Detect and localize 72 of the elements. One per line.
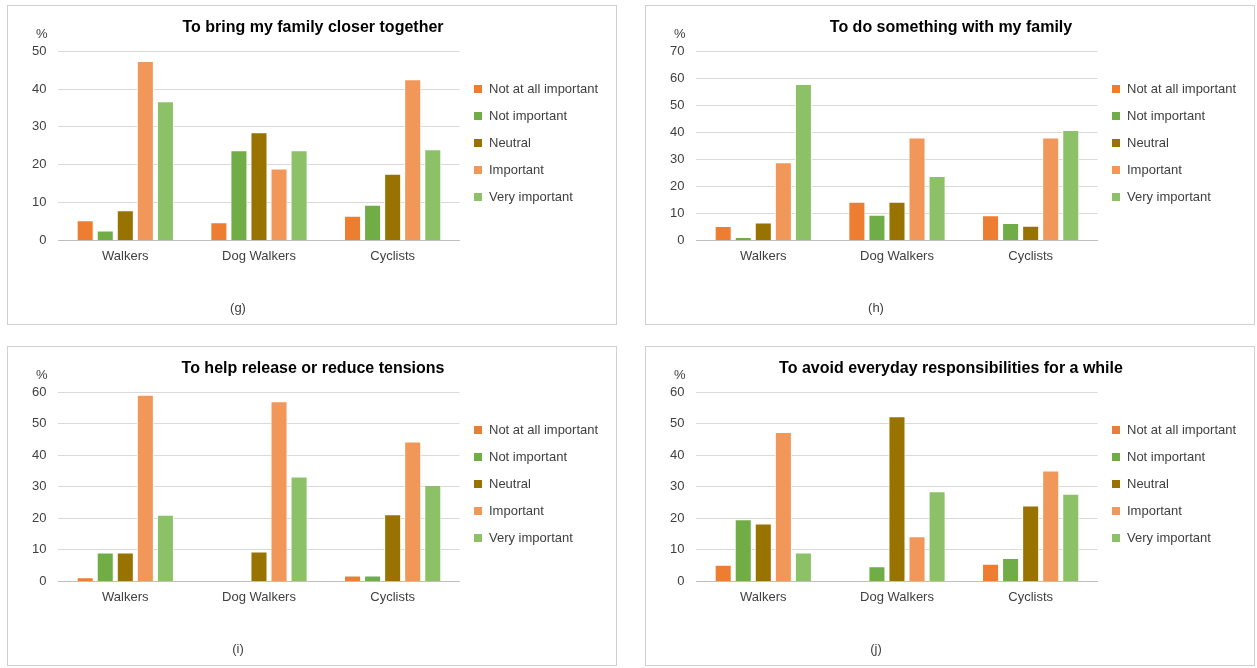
- y-tick-label: 30: [31, 478, 47, 494]
- y-tick-label: 50: [31, 42, 47, 58]
- y-tick-label: 0: [677, 572, 685, 588]
- y-tick-label: 0: [39, 231, 47, 247]
- x-tick-label: Walkers: [102, 588, 150, 604]
- text: (j): [869, 641, 883, 656]
- chart-title: To help release or reduce tensions: [181, 359, 445, 377]
- y-tick-label: 0: [677, 231, 685, 247]
- legend-label: Very important: [489, 529, 574, 545]
- chart-title: To bring my family closer together: [182, 18, 444, 36]
- y-tick-label: 10: [31, 194, 47, 210]
- legend-label: Not important: [1127, 448, 1206, 464]
- x-tick-label: Dog Walkers: [860, 247, 935, 263]
- y-axis-title: %: [36, 367, 48, 382]
- y-tick-label: 30: [31, 118, 47, 134]
- legend-label: Important: [489, 161, 545, 177]
- legend-label: Not important: [489, 448, 568, 464]
- y-tick-label: 10: [669, 204, 685, 220]
- legend-label: Not at all important: [1127, 80, 1237, 96]
- x-tick-label: Cyclists: [370, 247, 416, 263]
- chart-title: To avoid everyday responsibilities for a while: [779, 359, 1124, 377]
- y-tick-label: 60: [669, 69, 685, 85]
- y-tick-label: 40: [31, 80, 47, 96]
- x-tick-label: Walkers: [102, 247, 150, 263]
- legend-label: Neutral: [1127, 134, 1170, 150]
- y-tick-label: 0: [39, 572, 47, 588]
- y-tick-label: 20: [31, 156, 47, 172]
- legend-label: Not important: [1127, 107, 1206, 123]
- y-tick-label: 30: [669, 478, 685, 494]
- y-tick-label: 10: [31, 541, 47, 557]
- legend-label: Very important: [1127, 529, 1212, 545]
- x-tick-label: Cyclists: [370, 588, 416, 604]
- y-tick-label: 40: [669, 123, 685, 139]
- x-tick-label: Dog Walkers: [222, 247, 297, 263]
- legend-label: Neutral: [489, 134, 532, 150]
- legend-label: Important: [1127, 161, 1183, 177]
- legend-label: Not important: [489, 107, 568, 123]
- y-tick-label: 50: [669, 415, 685, 431]
- legend-label: Not at all important: [489, 421, 599, 437]
- x-tick-label: Dog Walkers: [222, 588, 297, 604]
- text: (i): [231, 641, 245, 656]
- y-axis-title: %: [674, 367, 686, 382]
- y-tick-label: 50: [669, 96, 685, 112]
- legend-label: Very important: [489, 188, 574, 204]
- chart-title: To do something with my family: [829, 18, 1073, 36]
- y-axis-title: %: [674, 26, 686, 41]
- y-tick-label: 60: [669, 383, 685, 399]
- y-tick-label: 20: [31, 509, 47, 525]
- text: (h): [867, 300, 885, 315]
- legend-label: Neutral: [1127, 475, 1170, 491]
- x-tick-label: Cyclists: [1008, 588, 1054, 604]
- legend-label: Important: [1127, 502, 1183, 518]
- y-tick-label: 40: [669, 446, 685, 462]
- legend-label: Neutral: [489, 475, 532, 491]
- text: (g): [229, 300, 247, 315]
- y-tick-label: 40: [31, 446, 47, 462]
- x-tick-label: Walkers: [740, 247, 788, 263]
- legend-label: Not at all important: [1127, 421, 1237, 437]
- y-tick-label: 20: [669, 177, 685, 193]
- y-tick-label: 20: [669, 509, 685, 525]
- y-tick-label: 10: [669, 541, 685, 557]
- legend-label: Important: [489, 502, 545, 518]
- y-tick-label: 60: [31, 383, 47, 399]
- legend-label: Not at all important: [489, 80, 599, 96]
- y-axis-title: %: [36, 26, 48, 41]
- x-tick-label: Dog Walkers: [860, 588, 935, 604]
- y-tick-label: 30: [669, 150, 685, 166]
- y-tick-label: 50: [31, 415, 47, 431]
- legend-label: Very important: [1127, 188, 1212, 204]
- x-tick-label: Walkers: [740, 588, 788, 604]
- x-tick-label: Cyclists: [1008, 247, 1054, 263]
- y-tick-label: 70: [669, 42, 685, 58]
